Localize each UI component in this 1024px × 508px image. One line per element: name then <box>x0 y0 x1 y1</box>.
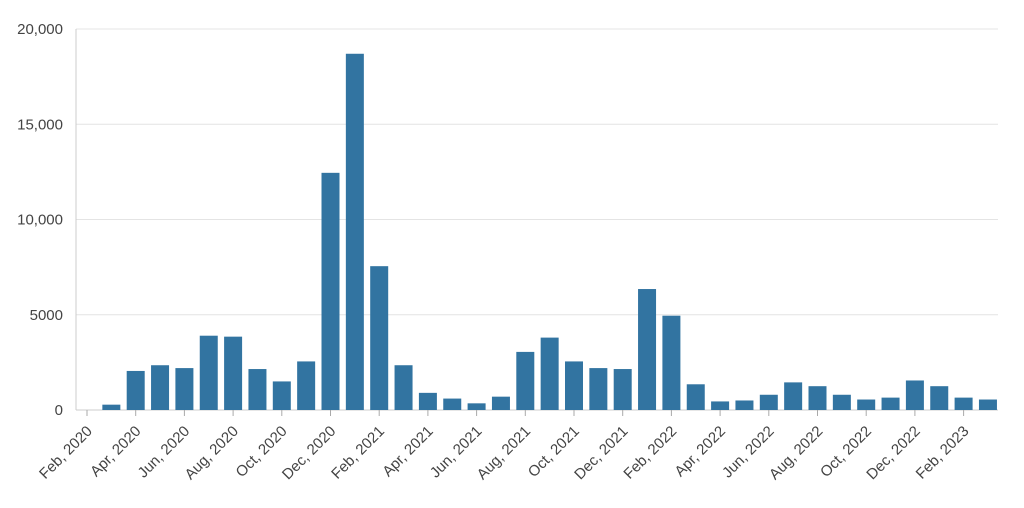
bar <box>686 384 705 410</box>
bar <box>954 397 973 410</box>
bar <box>272 381 291 410</box>
x-tick-label: Dec, 2022 <box>863 423 923 483</box>
bar <box>711 401 730 410</box>
x-tick-label: Feb, 2023 <box>913 423 973 483</box>
bar <box>638 289 657 410</box>
y-axis: 0 5000 10,000 15,000 20,000 <box>17 21 77 419</box>
bar <box>930 386 949 410</box>
bar <box>662 315 681 410</box>
bar <box>978 399 997 410</box>
bar <box>345 53 364 410</box>
bar <box>394 365 413 410</box>
bar <box>175 368 194 410</box>
x-tick-label: Aug, 2022 <box>766 423 826 483</box>
bar <box>565 361 583 410</box>
x-tick-label: Feb, 2020 <box>36 423 96 483</box>
bar <box>248 369 267 410</box>
x-tick-label: Dec, 2021 <box>571 423 631 483</box>
bar <box>735 400 754 410</box>
y-tick-label: 15,000 <box>17 116 63 133</box>
bar <box>467 403 486 410</box>
bar <box>857 399 876 410</box>
bar <box>759 394 778 410</box>
bar <box>418 392 437 410</box>
bar <box>321 172 340 410</box>
bar <box>881 397 900 410</box>
bar <box>297 361 316 410</box>
bar <box>126 370 145 410</box>
bar <box>199 335 218 410</box>
bars <box>102 53 997 410</box>
bar <box>370 266 389 410</box>
bar <box>784 382 803 410</box>
bar <box>905 380 924 410</box>
bar <box>613 369 632 410</box>
bar <box>516 351 535 410</box>
y-tick-label: 10,000 <box>17 212 63 229</box>
x-tick-label: Aug, 2020 <box>182 423 242 483</box>
bar <box>589 368 608 410</box>
y-tick-label: 20,000 <box>17 21 63 38</box>
bar <box>102 404 121 410</box>
bar <box>540 337 559 410</box>
bar <box>443 398 462 410</box>
bar <box>491 396 510 410</box>
bar <box>151 365 170 410</box>
bar <box>808 386 827 410</box>
y-tick-label: 0 <box>55 402 63 419</box>
x-tick-label: Feb, 2022 <box>620 423 680 483</box>
bar <box>832 394 851 410</box>
x-tick-label: Feb, 2021 <box>328 423 388 483</box>
x-tick-label: Dec, 2020 <box>279 423 339 483</box>
y-tick-label: 5000 <box>30 307 63 324</box>
bar <box>224 336 243 410</box>
x-tick-label: Aug, 2021 <box>474 423 534 483</box>
